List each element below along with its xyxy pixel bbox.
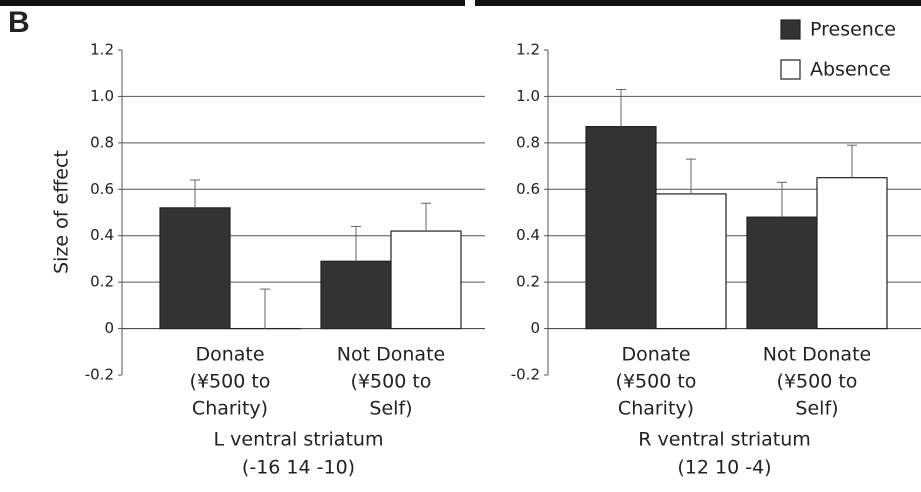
figure: B -0.2 0 0.2 0.4 0.6 0.8 1.0 1.2 Size of effect D…: [0, 0, 921, 492]
bar: [747, 217, 817, 328]
y-tick-label: 0: [530, 319, 540, 337]
x-tick-label: (¥500 to: [616, 371, 697, 393]
x-tick-label: (¥500 to: [351, 371, 432, 393]
legend-swatch: [781, 20, 800, 39]
bar: [817, 178, 887, 329]
legend-swatch: [781, 60, 800, 79]
y-tick-label: 0.2: [516, 273, 540, 291]
x-tick-label: Charity): [618, 398, 694, 420]
y-tick-label: 1.2: [516, 41, 540, 59]
y-tick-label: 0.6: [516, 180, 540, 198]
x-axis-label: L ventral striatum: [214, 429, 384, 451]
x-axis-label: R ventral striatum: [638, 429, 811, 451]
y-axis-label: Size of effect: [51, 150, 73, 274]
y-tick-label: -0.2: [511, 366, 540, 384]
y-tick-label: 0.8: [516, 133, 540, 151]
bar: [586, 127, 656, 329]
y-tick-label: 1.0: [90, 87, 114, 105]
y-tick-label: 1.0: [516, 87, 540, 105]
x-tick-label: Charity): [192, 398, 268, 420]
y-tick-label: 0: [104, 319, 114, 337]
y-tick-label: 0.8: [90, 133, 114, 151]
x-tick-label: (¥500 to: [777, 371, 858, 393]
y-tick-label: 0.2: [90, 273, 114, 291]
legend-label: Presence: [810, 19, 896, 41]
bar: [391, 231, 461, 328]
panel-label: B: [8, 6, 30, 39]
x-tick-label: Not Donate: [337, 344, 445, 366]
x-axis-label: (-16 14 -10): [242, 457, 355, 479]
image-strip: [0, 0, 465, 6]
x-axis-label: (12 10 -4): [677, 457, 771, 479]
x-tick-label: Self): [369, 398, 412, 420]
x-tick-label: Donate: [621, 344, 690, 366]
y-tick-label: 0.4: [516, 226, 540, 244]
image-strip: [475, 0, 921, 6]
x-tick-label: Self): [795, 398, 838, 420]
y-tick-label: 0.6: [90, 180, 114, 198]
x-tick-label: Not Donate: [763, 344, 871, 366]
y-tick-label: -0.2: [85, 366, 114, 384]
bar: [321, 261, 391, 328]
x-tick-label: (¥500 to: [190, 371, 271, 393]
y-tick-label: 0.4: [90, 226, 114, 244]
bar: [656, 194, 726, 329]
legend-label: Absence: [810, 59, 891, 81]
bar: [160, 208, 230, 329]
x-tick-label: Donate: [195, 344, 264, 366]
y-tick-label: 1.2: [90, 41, 114, 59]
